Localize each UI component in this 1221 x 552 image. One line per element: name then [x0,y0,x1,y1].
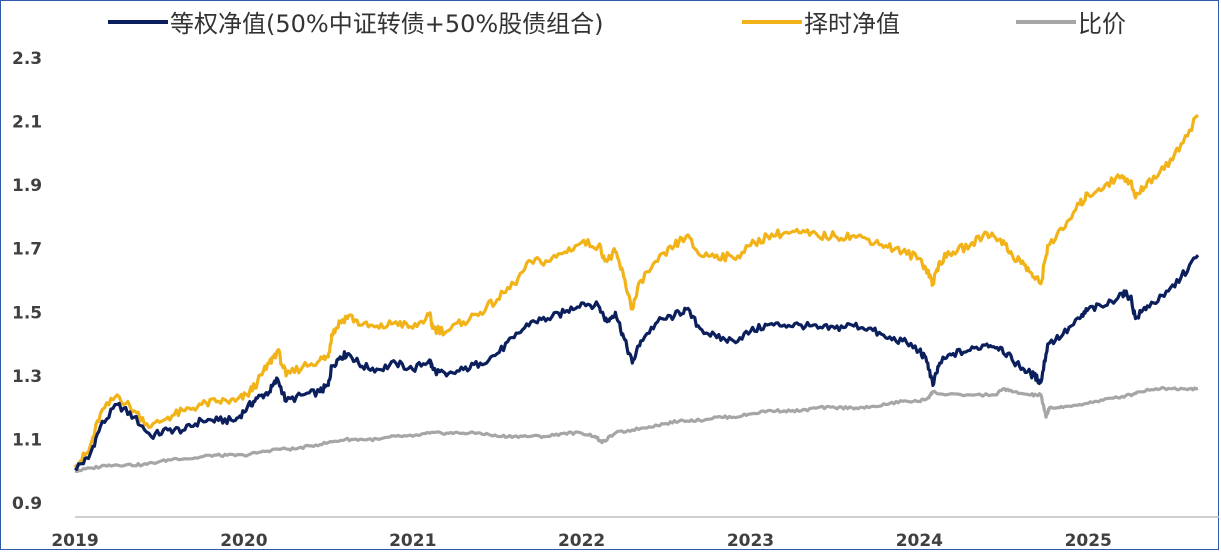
y-tick-label: 1.5 [12,303,42,323]
y-tick-label: 1.7 [12,240,42,260]
series-line-0 [74,254,1200,471]
legend-label-price-ratio: 比价 [1078,10,1126,38]
legend-item-timing: 择时净值 [742,4,900,39]
x-tick-label: 2020 [220,531,267,551]
x-tick-label: 2025 [1065,531,1112,551]
y-tick-label: 2.1 [12,113,42,133]
x-tick-label: 2022 [558,531,605,551]
legend-swatch-timing [742,19,802,24]
legend-label-timing: 择时净值 [804,10,900,38]
legend-item-price-ratio: 比价 [1016,4,1126,39]
y-tick-label: 1.1 [12,430,42,450]
x-tick-label: 2024 [896,531,943,551]
legend-swatch-equal-weight [108,19,168,24]
y-tick-label: 2.3 [12,49,42,69]
series-line-1 [73,113,1199,470]
x-tick-label: 2023 [727,531,774,551]
y-tick-label: 1.9 [12,176,42,196]
y-tick-label: 0.9 [12,494,42,514]
legend-label-equal-weight: 等权净值(50%中证转债+50%股债组合) [170,10,604,38]
legend: 等权净值(50%中证转债+50%股债组合) 择时净值 比价 [0,4,1221,44]
series-line-2 [74,385,1199,473]
legend-swatch-price-ratio [1016,19,1076,24]
legend-item-equal-weight: 等权净值(50%中证转债+50%股债组合) [108,4,604,39]
x-tick-label: 2021 [389,531,436,551]
y-tick-label: 1.3 [12,367,42,387]
x-tick-label: 2019 [51,531,98,551]
